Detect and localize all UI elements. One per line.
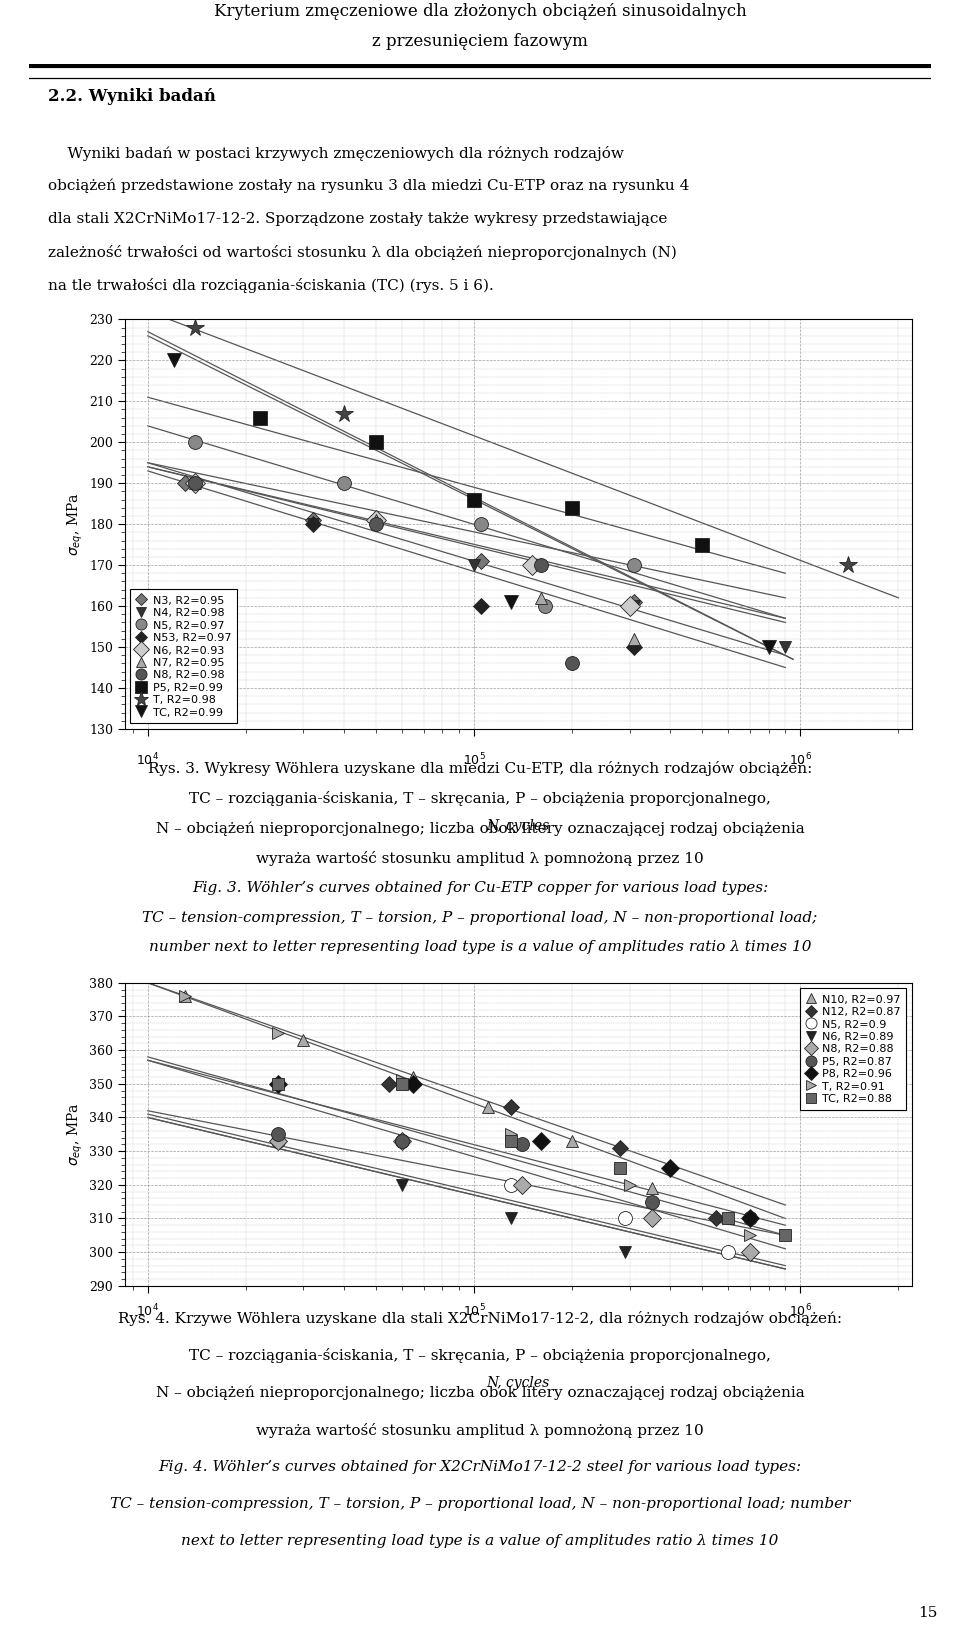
Text: Fig. 4. Wöhler’s curves obtained for X2CrNiMo17-12-2 steel for various load type: Fig. 4. Wöhler’s curves obtained for X2C…: [158, 1459, 802, 1474]
Text: Wyniki badań w postaci krzywych zmęczeniowych dla różnych rodzajów: Wyniki badań w postaci krzywych zmęczeni…: [48, 146, 624, 161]
Legend: N3, R2=0.95, N4, R2=0.98, N5, R2=0.97, N53, R2=0.97, N6, R2=0.93, N7, R2=0.95, N: N3, R2=0.95, N4, R2=0.98, N5, R2=0.97, N…: [131, 590, 236, 724]
Text: $10^6$: $10^6$: [789, 1302, 812, 1319]
Legend: N10, R2=0.97, N12, R2=0.87, N5, R2=0.9, N6, R2=0.89, N8, R2=0.88, P5, R2=0.87, P: N10, R2=0.97, N12, R2=0.87, N5, R2=0.9, …: [800, 988, 906, 1111]
Text: TC – rozciągania-ściskania, T – skręcania, P – obciążenia proporcjonalnego,: TC – rozciągania-ściskania, T – skręcani…: [189, 791, 771, 806]
Text: $10^4$: $10^4$: [136, 752, 159, 768]
Text: na tle trwałości dla rozciągania-ściskania (TC) (rys. 5 i 6).: na tle trwałości dla rozciągania-ściskan…: [48, 278, 493, 293]
Text: next to letter representing load type is a value of amplitudes ratio λ times 10: next to letter representing load type is…: [181, 1535, 779, 1548]
Text: dla stali X2CrNiMo17-12-2. Sporządzone zostały także wykresy przedstawiające: dla stali X2CrNiMo17-12-2. Sporządzone z…: [48, 211, 667, 226]
Text: Kryterium zmęczeniowe dla złożonych obciążeń sinusoidalnych: Kryterium zmęczeniowe dla złożonych obci…: [214, 3, 746, 20]
Y-axis label: $\sigma_{eq}$, MPa: $\sigma_{eq}$, MPa: [65, 493, 84, 555]
Text: N – obciążeń nieproporcjonalnego; liczba obok litery oznaczającej rodzaj obciąże: N – obciążeń nieproporcjonalnego; liczba…: [156, 1386, 804, 1400]
Text: Fig. 3. Wöhler’s curves obtained for Cu-ETP copper for various load types:: Fig. 3. Wöhler’s curves obtained for Cu-…: [192, 881, 768, 896]
Text: obciążeń przedstawione zostały na rysunku 3 dla miedzi Cu-ETP oraz na rysunku 4: obciążeń przedstawione zostały na rysunk…: [48, 179, 689, 193]
Text: TC – tension-compression, T – torsion, P – proportional load, N – non-proportion: TC – tension-compression, T – torsion, P…: [109, 1497, 851, 1512]
Text: 2.2. Wyniki badań: 2.2. Wyniki badań: [48, 88, 216, 105]
Text: $10^5$: $10^5$: [463, 752, 486, 768]
Text: N, cycles: N, cycles: [487, 1376, 550, 1391]
Text: wyraża wartość stosunku amplitud λ pomnożoną przez 10: wyraża wartość stosunku amplitud λ pomno…: [256, 1422, 704, 1438]
Text: Rys. 3. Wykresy Wöhlera uzyskane dla miedzi Cu-ETP, dla różnych rodzajów obciąże: Rys. 3. Wykresy Wöhlera uzyskane dla mie…: [148, 762, 812, 776]
Text: wyraża wartość stosunku amplitud λ pomnożoną przez 10: wyraża wartość stosunku amplitud λ pomno…: [256, 852, 704, 867]
Text: 15: 15: [918, 1607, 937, 1620]
Text: N – obciążeń nieproporcjonalnego; liczba obok litery oznaczającej rodzaj obciąże: N – obciążeń nieproporcjonalnego; liczba…: [156, 821, 804, 835]
Text: $10^4$: $10^4$: [136, 1302, 159, 1319]
Text: TC – rozciągania-ściskania, T – skręcania, P – obciążenia proporcjonalnego,: TC – rozciągania-ściskania, T – skręcani…: [189, 1348, 771, 1363]
Y-axis label: $\sigma_{eq}$, MPa: $\sigma_{eq}$, MPa: [65, 1102, 84, 1166]
Text: TC – tension-compression, T – torsion, P – proportional load, N – non-proportion: TC – tension-compression, T – torsion, P…: [142, 911, 818, 925]
Text: zależność trwałości od wartości stosunku λ dla obciążeń nieproporcjonalnych (N): zależność trwałości od wartości stosunku…: [48, 244, 677, 260]
Text: number next to letter representing load type is a value of amplitudes ratio λ ti: number next to letter representing load …: [149, 940, 811, 955]
Text: $10^5$: $10^5$: [463, 1302, 486, 1319]
Text: Rys. 4. Krzywe Wöhlera uzyskane dla stali X2CrNiMo17-12-2, dla różnych rodzajów : Rys. 4. Krzywe Wöhlera uzyskane dla stal…: [118, 1310, 842, 1325]
Text: $10^6$: $10^6$: [789, 752, 812, 768]
Text: z przesunięciem fazowym: z przesunięciem fazowym: [372, 33, 588, 49]
Text: N, cycles: N, cycles: [487, 819, 550, 834]
